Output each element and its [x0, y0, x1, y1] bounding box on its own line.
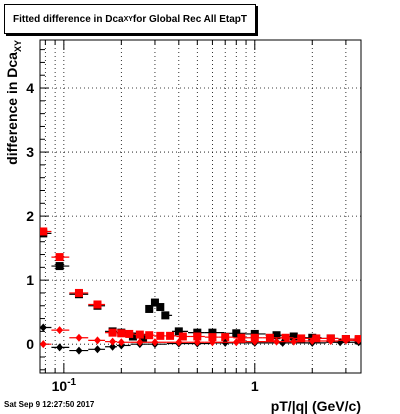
data-point-square	[93, 300, 102, 309]
data-point-square	[145, 331, 154, 340]
x-tick-label: 1	[251, 378, 259, 394]
data-point-square	[156, 331, 165, 340]
data-point-diamond	[355, 336, 361, 345]
data-point-square	[55, 262, 64, 271]
x-axis-label: pT/|q| (GeV/c)	[271, 398, 361, 414]
data-point-square	[208, 328, 217, 337]
data-point-diamond	[273, 337, 281, 346]
data-point-diamond	[342, 336, 350, 345]
data-point-square	[145, 304, 154, 313]
data-point-diamond	[109, 342, 117, 351]
data-point-square	[281, 333, 290, 342]
data-point-square	[150, 298, 159, 307]
data-point-square	[265, 333, 274, 342]
data-point-diamond	[193, 338, 201, 347]
data-point-square	[174, 327, 183, 336]
data-point-square	[208, 333, 217, 342]
y-axis-label: difference in DcaXY	[4, 40, 23, 165]
data-point-diamond	[117, 338, 125, 347]
y-tick-label: 1	[26, 272, 34, 288]
chart-title-rest: for Global Rec All EtapT	[132, 13, 247, 25]
y-tick-label: 3	[26, 144, 34, 160]
data-point-square	[74, 288, 83, 297]
chart-title-sub: XY	[123, 15, 133, 23]
data-point-square	[193, 332, 202, 341]
data-point-square	[237, 333, 246, 342]
data-layer	[40, 227, 361, 355]
plot-frame	[39, 39, 362, 374]
data-point-diamond	[40, 323, 47, 332]
x-tick-label: 10-1	[52, 377, 77, 394]
data-point-diamond	[136, 338, 144, 347]
data-point-diamond	[251, 337, 259, 346]
data-point-diamond	[175, 338, 183, 347]
data-point-diamond	[75, 333, 83, 342]
data-point-square	[40, 227, 48, 236]
x-tick-label-exponent: -1	[67, 377, 76, 388]
data-point-square	[272, 331, 281, 340]
y-tick-label: 0	[26, 336, 34, 352]
data-point-square	[117, 329, 126, 338]
data-point-diamond	[40, 340, 47, 349]
timestamp: Sat Sep 9 12:27:50 2017	[4, 400, 95, 409]
data-point-diamond	[93, 345, 101, 354]
y-tick-label: 2	[26, 208, 34, 224]
data-point-diamond	[56, 343, 64, 352]
data-point-diamond	[221, 338, 229, 347]
data-point-square	[135, 330, 144, 339]
data-point-square	[156, 303, 165, 312]
data-point-square	[161, 311, 170, 320]
data-point-square	[55, 253, 64, 262]
data-point-diamond	[290, 337, 298, 346]
data-point-diamond	[56, 326, 64, 335]
y-tick-label: 4	[26, 80, 34, 96]
data-point-diamond	[109, 337, 117, 346]
data-point-diamond	[279, 338, 287, 347]
data-point-diamond	[232, 338, 240, 347]
data-point-square	[125, 329, 134, 338]
data-point-square	[178, 332, 187, 341]
data-point-diamond	[151, 338, 159, 347]
data-point-diamond	[327, 336, 335, 345]
data-point-diamond	[93, 336, 101, 345]
data-point-diamond	[208, 338, 216, 347]
data-point-square	[108, 328, 117, 337]
data-point-diamond	[308, 336, 316, 345]
chart-title: Fitted difference in Dca XY for Global Re…	[4, 4, 256, 34]
data-point-square	[232, 329, 241, 338]
chart-title-main: Fitted difference in Dca	[12, 13, 124, 25]
data-point-square	[312, 334, 321, 343]
data-point-square	[289, 332, 298, 341]
data-point-diamond	[75, 346, 83, 355]
data-point-square	[221, 333, 230, 342]
data-point-square	[166, 331, 175, 340]
data-point-square	[297, 334, 306, 343]
y-axis-label-sub: XY	[13, 40, 23, 52]
